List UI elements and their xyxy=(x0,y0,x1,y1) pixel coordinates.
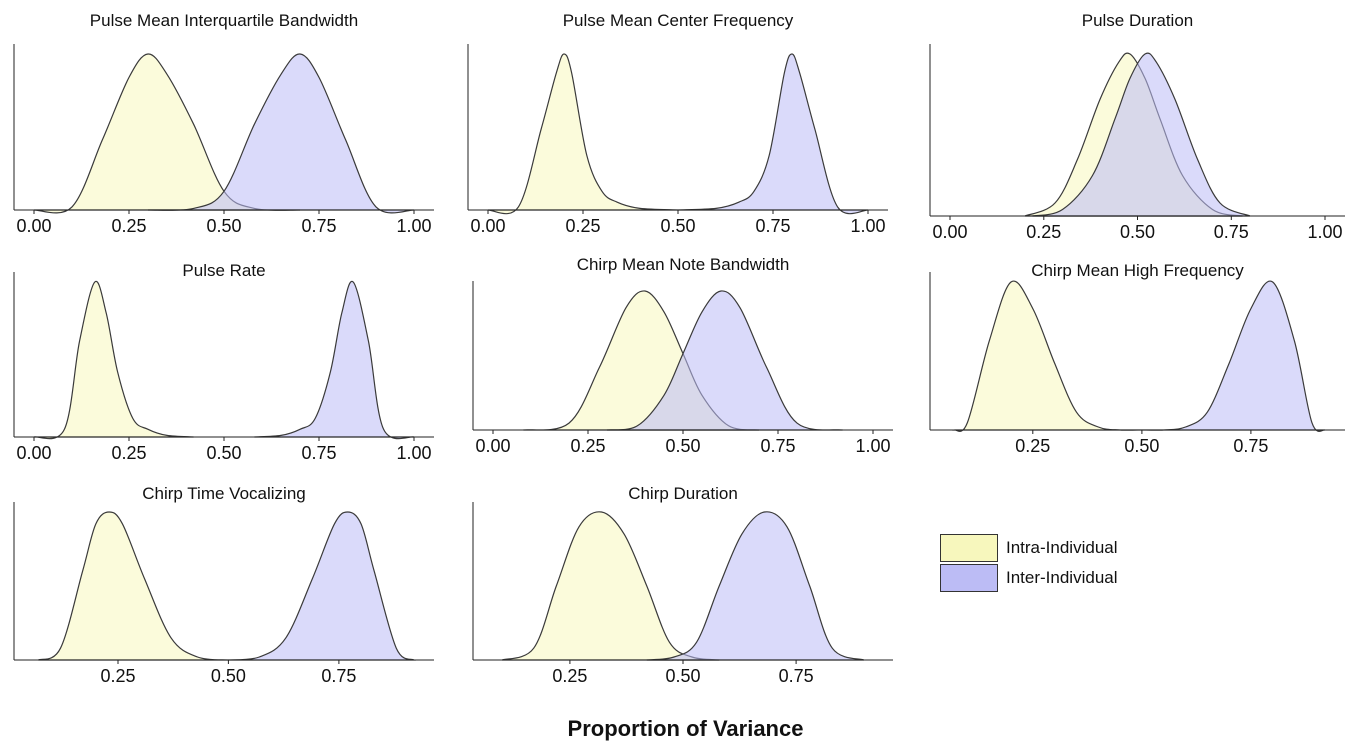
panel-3-x-tick-label: 1.00 xyxy=(1307,222,1342,242)
panel-5-title: Chirp Mean Note Bandwidth xyxy=(577,255,790,274)
panel-2-x-tick-label: 0.50 xyxy=(660,216,695,236)
panel-3-x-tick-label: 0.00 xyxy=(932,222,967,242)
panel-7-x-tick-label: 0.50 xyxy=(211,666,246,686)
panel-7-title: Chirp Time Vocalizing xyxy=(142,484,305,503)
panel-3-x-tick-label: 0.50 xyxy=(1120,222,1155,242)
panel-2-x-tick-label: 1.00 xyxy=(850,216,885,236)
panel-7: Chirp Time Vocalizing 0.25 0.50 0.75 xyxy=(13,484,434,686)
panel-6-x-tick-label: 0.50 xyxy=(1124,436,1159,456)
panel-3: Pulse Duration 0.00 0.25 0.50 0.75 1.00 xyxy=(929,11,1345,242)
panel-8-title: Chirp Duration xyxy=(628,484,738,503)
panel-1-x-tick-label: 0.75 xyxy=(301,216,336,236)
legend-swatch-intra xyxy=(940,534,998,562)
panel-5: Chirp Mean Note Bandwidth 0.00 0.25 0.50 0.7… xyxy=(472,255,893,456)
panel-5-x-tick-label: 0.00 xyxy=(475,436,510,456)
panel-1: Pulse Mean Interquartile Bandwidth 0.00 0.… xyxy=(13,11,434,236)
panel-2-x-tick-label: 0.25 xyxy=(565,216,600,236)
panel-2: Pulse Mean Center Frequency 0.00 0.25 0.50 0… xyxy=(467,11,888,236)
legend-label-intra: Intra-Individual xyxy=(1006,538,1118,557)
panel-7-x-tick-label: 0.25 xyxy=(100,666,135,686)
panel-7-x-tick-label: 0.75 xyxy=(321,666,356,686)
panel-1-x-tick-label: 0.00 xyxy=(16,216,51,236)
panel-1-x-tick-label: 0.25 xyxy=(111,216,146,236)
panel-8-x-tick-label: 0.50 xyxy=(665,666,700,686)
panel-4-x-tick-label: 1.00 xyxy=(396,443,431,463)
panel-4: Pulse Rate 0.00 0.25 0.50 0.75 1.00 xyxy=(13,261,434,463)
panel-2-title: Pulse Mean Center Frequency xyxy=(563,11,794,30)
panel-8-series-inter-area xyxy=(646,511,865,661)
panel-6-title: Chirp Mean High Frequency xyxy=(1031,261,1244,280)
legend-swatch-inter xyxy=(940,564,998,592)
panel-4-x-tick-label: 0.75 xyxy=(301,443,336,463)
panel-3-x-tick-label: 0.75 xyxy=(1214,222,1249,242)
panel-3-x-tick-label: 0.25 xyxy=(1026,222,1061,242)
panel-4-x-tick-label: 0.50 xyxy=(206,443,241,463)
legend-item-intra: Intra-Individual xyxy=(940,533,1118,563)
panel-8-x-tick-label: 0.75 xyxy=(779,666,814,686)
panel-6-x-tick-label: 0.75 xyxy=(1233,436,1268,456)
panel-1-series-inter-area xyxy=(147,53,415,214)
legend-item-inter: Inter-Individual xyxy=(940,563,1118,593)
panel-5-x-tick-label: 0.25 xyxy=(570,436,605,456)
panel-7-series-intra-area xyxy=(38,511,229,661)
panel-1-x-tick-label: 0.50 xyxy=(206,216,241,236)
panel-1-title: Pulse Mean Interquartile Bandwidth xyxy=(90,11,358,30)
panel-5-x-tick-label: 1.00 xyxy=(855,436,890,456)
panel-2-x-tick-label: 0.75 xyxy=(755,216,790,236)
panel-8-x-tick-label: 0.25 xyxy=(552,666,587,686)
panel-6-x-tick-label: 0.25 xyxy=(1015,436,1050,456)
panel-3-title: Pulse Duration xyxy=(1082,11,1194,30)
panel-4-series-inter-area xyxy=(254,280,415,440)
x-axis-title: Proportion of Variance xyxy=(567,716,804,741)
panel-6-series-inter-area xyxy=(1141,280,1326,432)
panel-1-x-tick-label: 1.00 xyxy=(396,216,431,236)
panel-7-series-inter-area xyxy=(228,511,416,661)
panel-4-x-tick-label: 0.00 xyxy=(16,443,51,463)
panel-2-series-inter-area xyxy=(677,53,869,215)
legend-label-inter: Inter-Individual xyxy=(1006,568,1118,587)
panel-4-x-tick-label: 0.25 xyxy=(111,443,146,463)
panel-4-series-intra-area xyxy=(33,280,194,440)
panel-6: Chirp Mean High Frequency 0.25 0.50 0.75 xyxy=(929,261,1345,456)
panel-8: Chirp Duration 0.25 0.50 0.75 xyxy=(472,484,893,686)
panel-4-title: Pulse Rate xyxy=(182,261,265,280)
panel-5-x-tick-label: 0.50 xyxy=(665,436,700,456)
panel-8-series-intra-area xyxy=(501,511,720,661)
panel-5-series-inter-area xyxy=(606,290,843,431)
panel-3-series-inter-area xyxy=(1032,52,1251,217)
panel-5-x-tick-label: 0.75 xyxy=(760,436,795,456)
legend: Intra-Individual Inter-Individual xyxy=(940,533,1118,593)
panel-2-x-tick-label: 0.00 xyxy=(470,216,505,236)
panel-2-series-intra-area xyxy=(487,53,679,215)
panel-6-series-intra-area xyxy=(952,280,1142,432)
